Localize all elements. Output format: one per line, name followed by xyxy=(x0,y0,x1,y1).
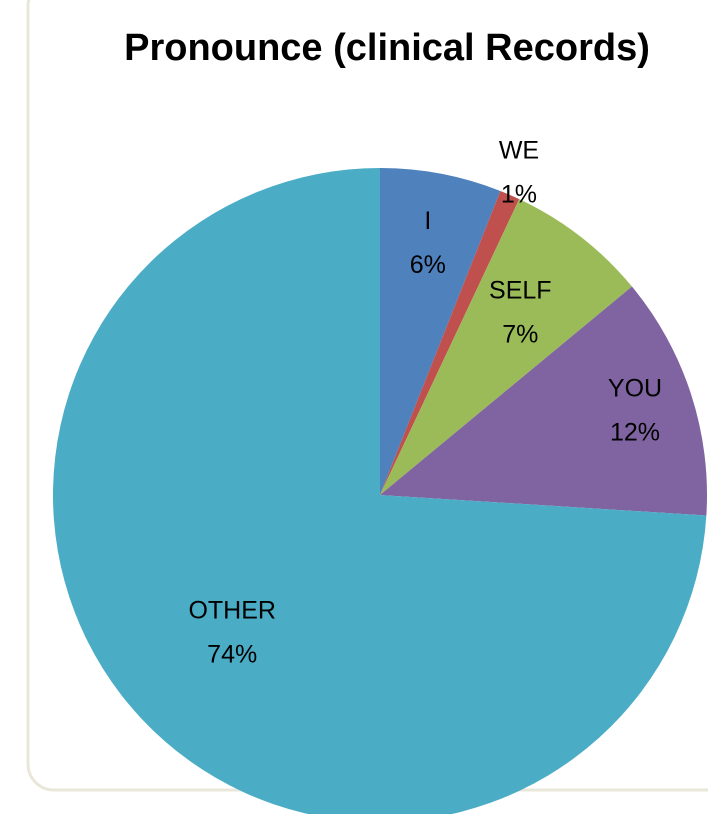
pie xyxy=(53,168,707,814)
pie-slice xyxy=(380,199,632,495)
pie-slice xyxy=(380,190,520,496)
pie-labels: I 6% WE 1% SELF 7% YOU 12% OTHER 74% xyxy=(188,136,662,668)
pie-slice xyxy=(380,286,707,516)
slice-label-value: 7% xyxy=(502,321,538,349)
slice-label-name: I xyxy=(424,207,431,235)
chart-title: Pronounce (clinical Records) xyxy=(124,27,650,69)
slice-label-name: WE xyxy=(499,136,539,164)
slice-label-name: YOU xyxy=(608,375,662,403)
slice-label-value: 12% xyxy=(610,419,660,447)
pie-slice xyxy=(380,168,501,495)
slice-label-value: 74% xyxy=(207,640,257,668)
slice-label-value: 6% xyxy=(410,251,446,279)
slice-label-name: OTHER xyxy=(188,596,276,624)
slice-label-name: SELF xyxy=(489,277,552,305)
pie-slice xyxy=(53,168,707,814)
slice-label-value: 1% xyxy=(501,180,537,208)
